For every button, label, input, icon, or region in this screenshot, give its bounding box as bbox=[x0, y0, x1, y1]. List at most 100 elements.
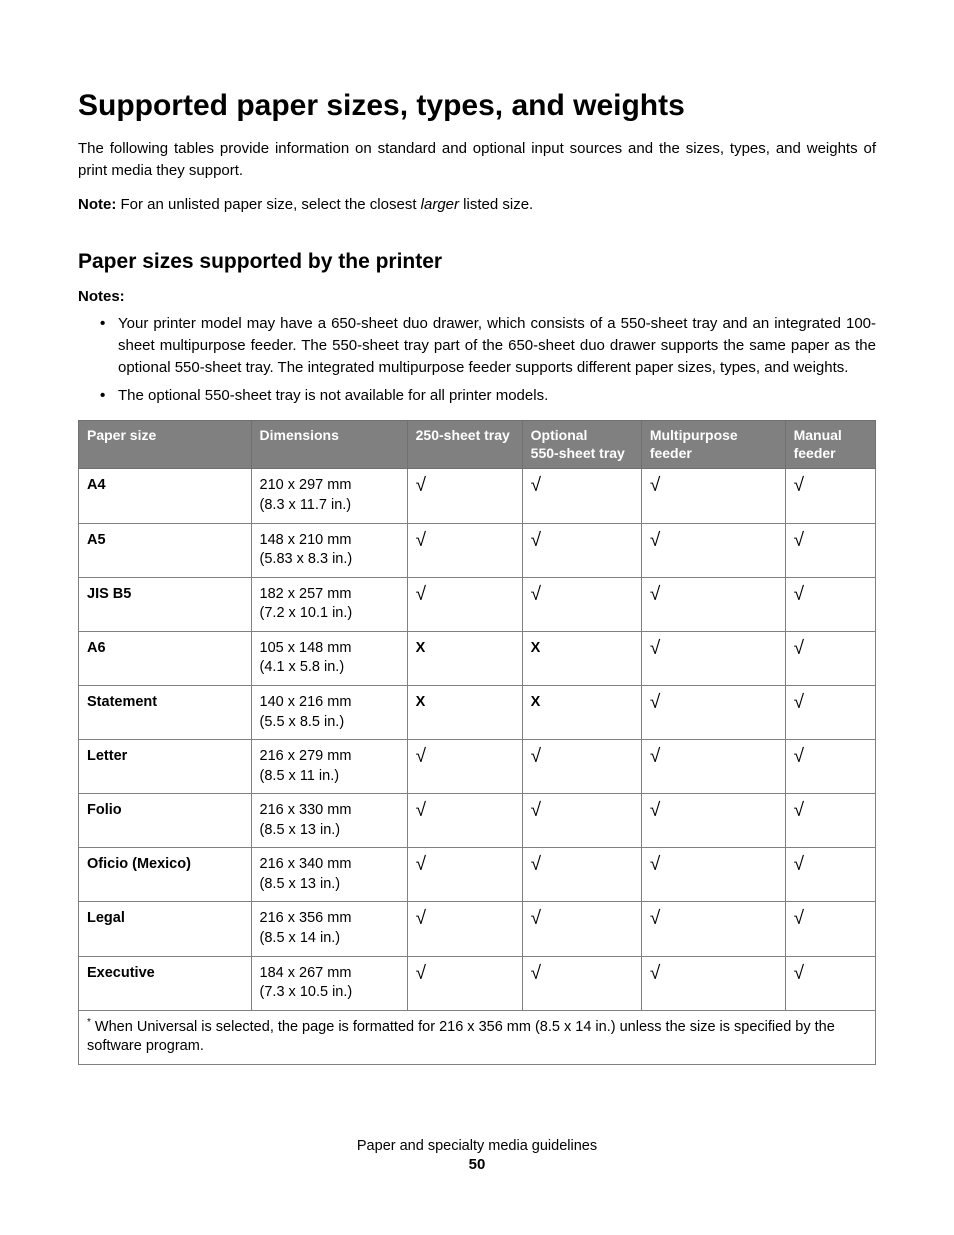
col-label: Paper size bbox=[87, 427, 156, 443]
dim-mm: 210 x 297 mm bbox=[260, 477, 352, 493]
check-icon: √ bbox=[531, 855, 541, 874]
notes-list: Your printer model may have a 650-sheet … bbox=[78, 313, 876, 406]
check-icon: √ bbox=[650, 855, 660, 874]
check-icon: √ bbox=[531, 476, 541, 495]
dim-mm: 148 x 210 mm bbox=[260, 532, 352, 548]
check-icon: √ bbox=[650, 964, 660, 983]
check-icon: √ bbox=[650, 747, 660, 766]
cell-250-tray: √ bbox=[407, 740, 522, 794]
cell-manual-feeder: √ bbox=[785, 740, 875, 794]
check-icon: √ bbox=[416, 801, 426, 820]
dim-in: (7.2 x 10.1 in.) bbox=[260, 604, 399, 624]
cell-550-tray: X bbox=[522, 631, 641, 685]
x-icon: X bbox=[531, 640, 541, 656]
check-icon: √ bbox=[416, 747, 426, 766]
check-icon: √ bbox=[416, 476, 426, 495]
col-label: Dimensions bbox=[260, 427, 339, 443]
cell-550-tray: √ bbox=[522, 848, 641, 902]
cell-dimensions: 216 x 330 mm(8.5 x 13 in.) bbox=[251, 794, 407, 848]
cell-mp-feeder: √ bbox=[641, 685, 785, 739]
cell-dimensions: 216 x 340 mm(8.5 x 13 in.) bbox=[251, 848, 407, 902]
x-icon: X bbox=[416, 640, 426, 656]
notes-item: Your printer model may have a 650-sheet … bbox=[118, 313, 876, 378]
cell-paper-size: Oficio (Mexico) bbox=[79, 848, 252, 902]
cell-550-tray: √ bbox=[522, 523, 641, 577]
check-icon: √ bbox=[794, 964, 804, 983]
dim-in: (8.5 x 11 in.) bbox=[260, 767, 399, 787]
cell-mp-feeder: √ bbox=[641, 631, 785, 685]
dim-in: (8.3 x 11.7 in.) bbox=[260, 496, 399, 516]
intro-paragraph: The following tables provide information… bbox=[78, 138, 876, 182]
cell-manual-feeder: √ bbox=[785, 902, 875, 956]
cell-250-tray: √ bbox=[407, 848, 522, 902]
check-icon: √ bbox=[650, 585, 660, 604]
cell-250-tray: X bbox=[407, 685, 522, 739]
cell-250-tray: √ bbox=[407, 469, 522, 523]
table-body: A4210 x 297 mm(8.3 x 11.7 in.)√√√√A5148 … bbox=[79, 469, 876, 1010]
note-label: Note: bbox=[78, 196, 116, 213]
cell-550-tray: √ bbox=[522, 794, 641, 848]
table-header-row: Paper size Dimensions 250-sheet tray Opt… bbox=[79, 421, 876, 469]
check-icon: √ bbox=[531, 585, 541, 604]
check-icon: √ bbox=[416, 909, 426, 928]
cell-550-tray: √ bbox=[522, 577, 641, 631]
check-icon: √ bbox=[531, 964, 541, 983]
cell-dimensions: 105 x 148 mm(4.1 x 5.8 in.) bbox=[251, 631, 407, 685]
col-mp-feeder: Multipurposefeeder bbox=[641, 421, 785, 469]
footnote-text: When Universal is selected, the page is … bbox=[87, 1019, 835, 1055]
col-label: Multipurpose bbox=[650, 427, 738, 443]
col-label: 250-sheet tray bbox=[416, 427, 510, 443]
cell-manual-feeder: √ bbox=[785, 469, 875, 523]
cell-dimensions: 210 x 297 mm (8.3 x 11.7 in.) bbox=[251, 469, 407, 523]
page-footer: Paper and specialty media guidelines 50 bbox=[0, 1138, 954, 1173]
dim-mm: 182 x 257 mm bbox=[260, 586, 352, 602]
cell-550-tray: √ bbox=[522, 469, 641, 523]
notes-label: Notes: bbox=[78, 288, 876, 305]
check-icon: √ bbox=[531, 909, 541, 928]
cell-paper-size: Statement bbox=[79, 685, 252, 739]
cell-250-tray: √ bbox=[407, 577, 522, 631]
cell-250-tray: X bbox=[407, 631, 522, 685]
check-icon: √ bbox=[531, 531, 541, 550]
check-icon: √ bbox=[531, 747, 541, 766]
check-icon: √ bbox=[416, 964, 426, 983]
col-manual-feeder: Manualfeeder bbox=[785, 421, 875, 469]
dim-mm: 216 x 279 mm bbox=[260, 748, 352, 764]
cell-550-tray: √ bbox=[522, 956, 641, 1010]
table-row: A5148 x 210 mm(5.83 x 8.3 in.)√√√√ bbox=[79, 523, 876, 577]
note-text-after: listed size. bbox=[459, 196, 533, 213]
dim-in: (8.5 x 13 in.) bbox=[260, 875, 399, 895]
dim-in: (8.5 x 13 in.) bbox=[260, 821, 399, 841]
cell-manual-feeder: √ bbox=[785, 523, 875, 577]
check-icon: √ bbox=[794, 585, 804, 604]
paper-sizes-table: Paper size Dimensions 250-sheet tray Opt… bbox=[78, 420, 876, 1064]
dim-mm: 105 x 148 mm bbox=[260, 640, 352, 656]
cell-manual-feeder: √ bbox=[785, 848, 875, 902]
cell-mp-feeder: √ bbox=[641, 469, 785, 523]
check-icon: √ bbox=[416, 585, 426, 604]
table-head: Paper size Dimensions 250-sheet tray Opt… bbox=[79, 421, 876, 469]
check-icon: √ bbox=[650, 476, 660, 495]
cell-manual-feeder: √ bbox=[785, 631, 875, 685]
cell-paper-size: Folio bbox=[79, 794, 252, 848]
check-icon: √ bbox=[794, 909, 804, 928]
check-icon: √ bbox=[794, 531, 804, 550]
notes-item: The optional 550-sheet tray is not avail… bbox=[118, 385, 876, 407]
cell-mp-feeder: √ bbox=[641, 523, 785, 577]
cell-manual-feeder: √ bbox=[785, 685, 875, 739]
note-line: Note: For an unlisted paper size, select… bbox=[78, 194, 876, 216]
check-icon: √ bbox=[416, 855, 426, 874]
cell-mp-feeder: √ bbox=[641, 902, 785, 956]
cell-250-tray: √ bbox=[407, 902, 522, 956]
check-icon: √ bbox=[650, 801, 660, 820]
cell-dimensions: 140 x 216 mm(5.5 x 8.5 in.) bbox=[251, 685, 407, 739]
col-550-tray: Optional550-sheet tray bbox=[522, 421, 641, 469]
cell-paper-size: Legal bbox=[79, 902, 252, 956]
dim-mm: 140 x 216 mm bbox=[260, 694, 352, 710]
cell-paper-size: Executive bbox=[79, 956, 252, 1010]
cell-paper-size: A4 bbox=[79, 469, 252, 523]
table-row: A6105 x 148 mm(4.1 x 5.8 in.)XX√√ bbox=[79, 631, 876, 685]
cell-dimensions: 216 x 279 mm (8.5 x 11 in.) bbox=[251, 740, 407, 794]
check-icon: √ bbox=[416, 531, 426, 550]
check-icon: √ bbox=[794, 855, 804, 874]
